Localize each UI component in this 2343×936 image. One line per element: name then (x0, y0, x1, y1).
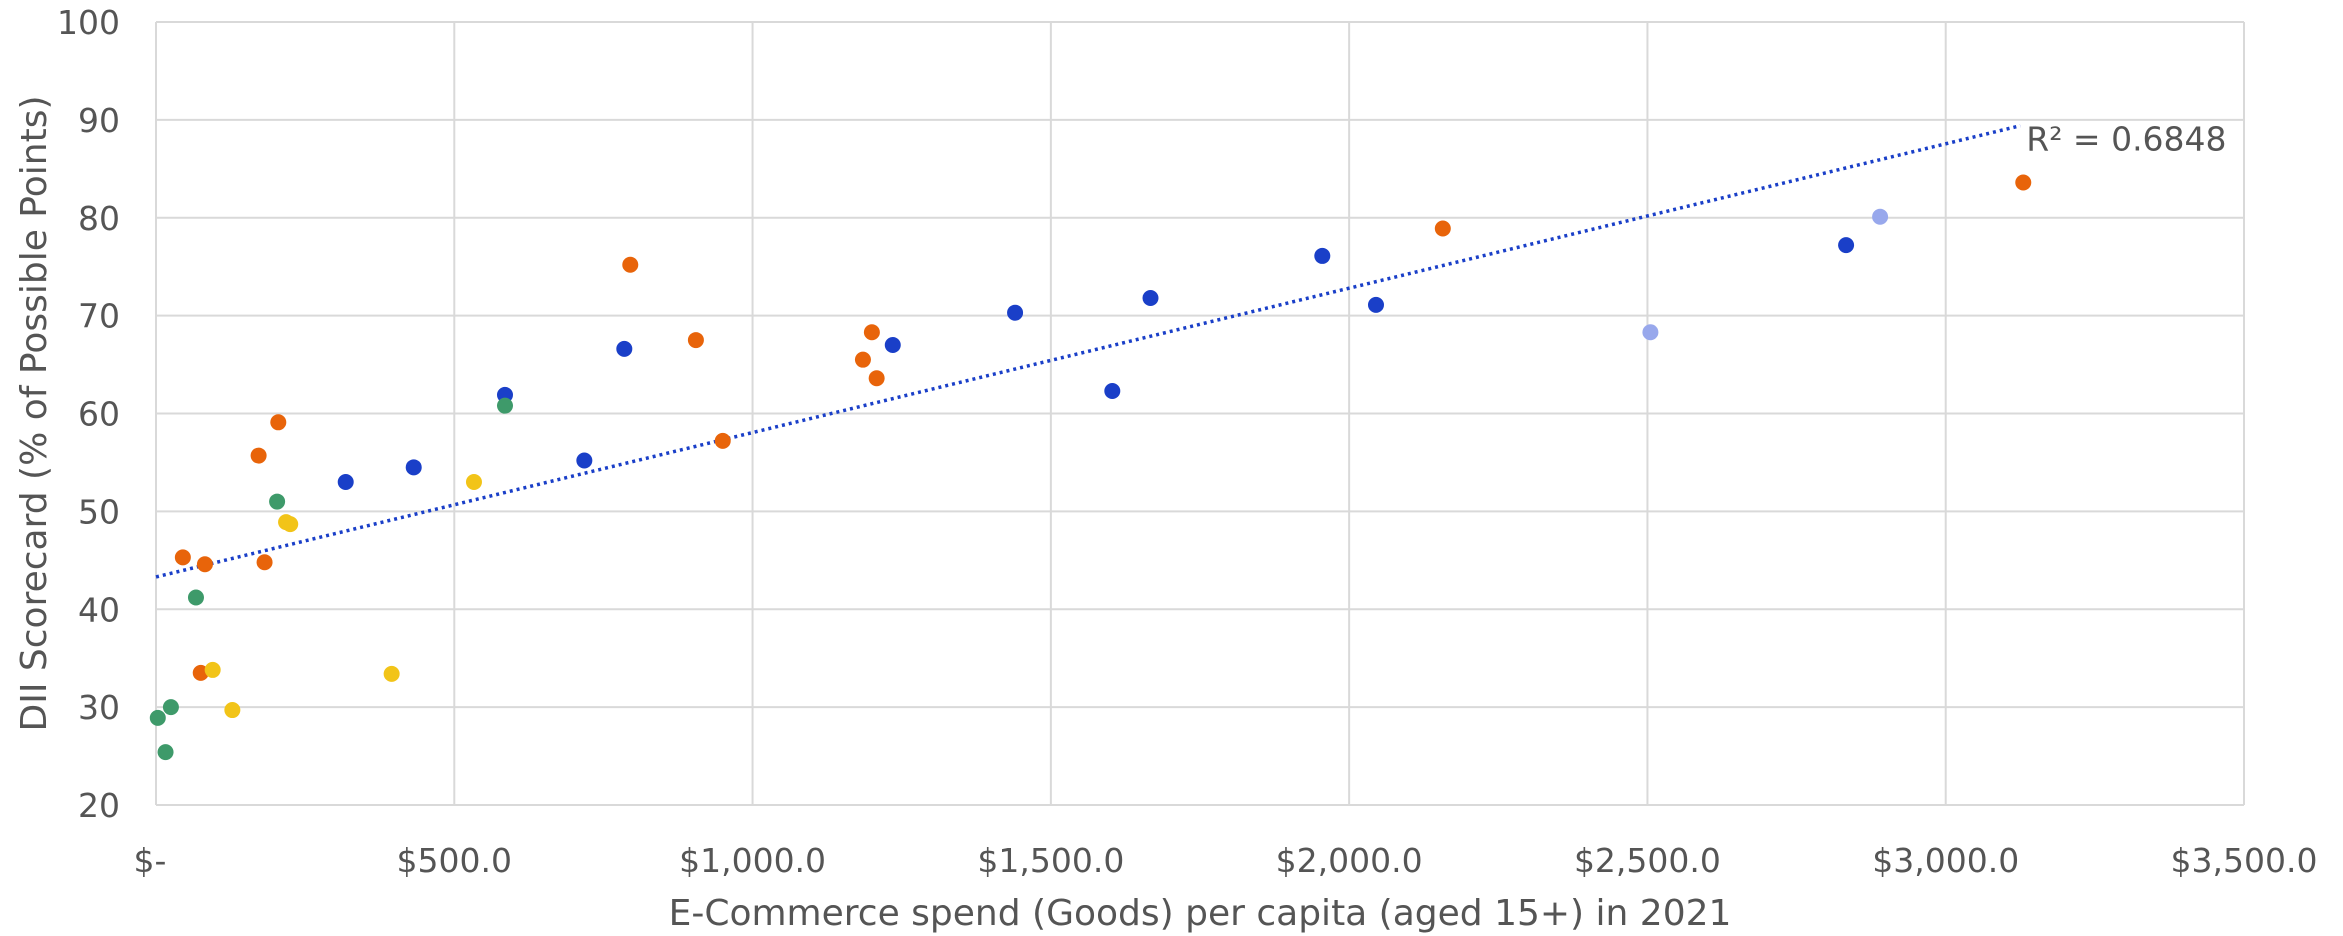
y-tick-label: 90 (78, 101, 120, 140)
data-point (250, 447, 267, 464)
x-tick-label: $500.0 (397, 841, 512, 880)
y-tick-label: 60 (78, 395, 120, 434)
data-point (196, 556, 213, 573)
data-point (269, 493, 286, 510)
data-point (496, 397, 513, 414)
data-point (616, 340, 633, 357)
data-point (192, 664, 209, 681)
x-tick-label: $- (134, 841, 167, 880)
x-tick-label: $1,000.0 (679, 841, 826, 880)
x-axis-title: E-Commerce spend (Goods) per capita (age… (669, 893, 1732, 934)
x-tick-label: $3,000.0 (1872, 841, 2019, 880)
data-point (149, 709, 166, 726)
axes: 20 30 40 50 60 70 80 90 100 $- $500.0 $1,000.0 $1,50… (57, 3, 2317, 880)
data-point (1872, 208, 1889, 225)
data-point (162, 699, 179, 716)
data-point (1104, 382, 1121, 399)
gridlines (155, 21, 2245, 806)
data-point (863, 324, 880, 341)
data-point (465, 474, 482, 491)
y-tick-label: 20 (78, 786, 120, 825)
data-point (1007, 304, 1024, 321)
x-tick-label: $2,500.0 (1574, 841, 1721, 880)
data-point (687, 332, 704, 349)
data-points (149, 174, 2032, 761)
data-point (2015, 174, 2032, 191)
data-point (282, 516, 299, 533)
data-point (576, 452, 593, 469)
data-point (1367, 296, 1384, 313)
data-point (204, 661, 221, 678)
data-point (405, 459, 422, 476)
data-point (1142, 290, 1159, 307)
data-point (157, 744, 174, 761)
y-tick-label: 40 (78, 590, 120, 629)
r-squared-label: R² = 0.6848 (2026, 120, 2226, 159)
data-point (270, 414, 287, 431)
y-tick-label: 50 (78, 492, 120, 531)
data-point (337, 474, 354, 491)
data-point (187, 589, 204, 606)
x-tick-label: $1,500.0 (977, 841, 1124, 880)
data-point (1838, 237, 1855, 254)
data-point (256, 554, 273, 571)
y-tick-label: 70 (78, 297, 120, 336)
data-point (1434, 220, 1451, 237)
y-tick-label: 80 (78, 199, 120, 238)
y-axis-title: DII Scorecard (% of Possible Points) (14, 96, 55, 732)
data-point (854, 351, 871, 368)
trendline (155, 124, 2021, 579)
data-point (1642, 324, 1659, 341)
y-tick-label: 30 (78, 688, 120, 727)
data-point (884, 336, 901, 353)
data-point (224, 702, 241, 719)
data-point (868, 370, 885, 387)
data-point (383, 665, 400, 682)
x-tick-label: $3,500.0 (2171, 841, 2318, 880)
y-tick-label: 100 (57, 3, 120, 42)
data-point (714, 432, 731, 449)
x-tick-label: $2,000.0 (1276, 841, 1423, 880)
data-point (174, 549, 191, 566)
data-point (1314, 247, 1331, 264)
trendline-path (155, 124, 2021, 579)
data-point (622, 256, 639, 273)
